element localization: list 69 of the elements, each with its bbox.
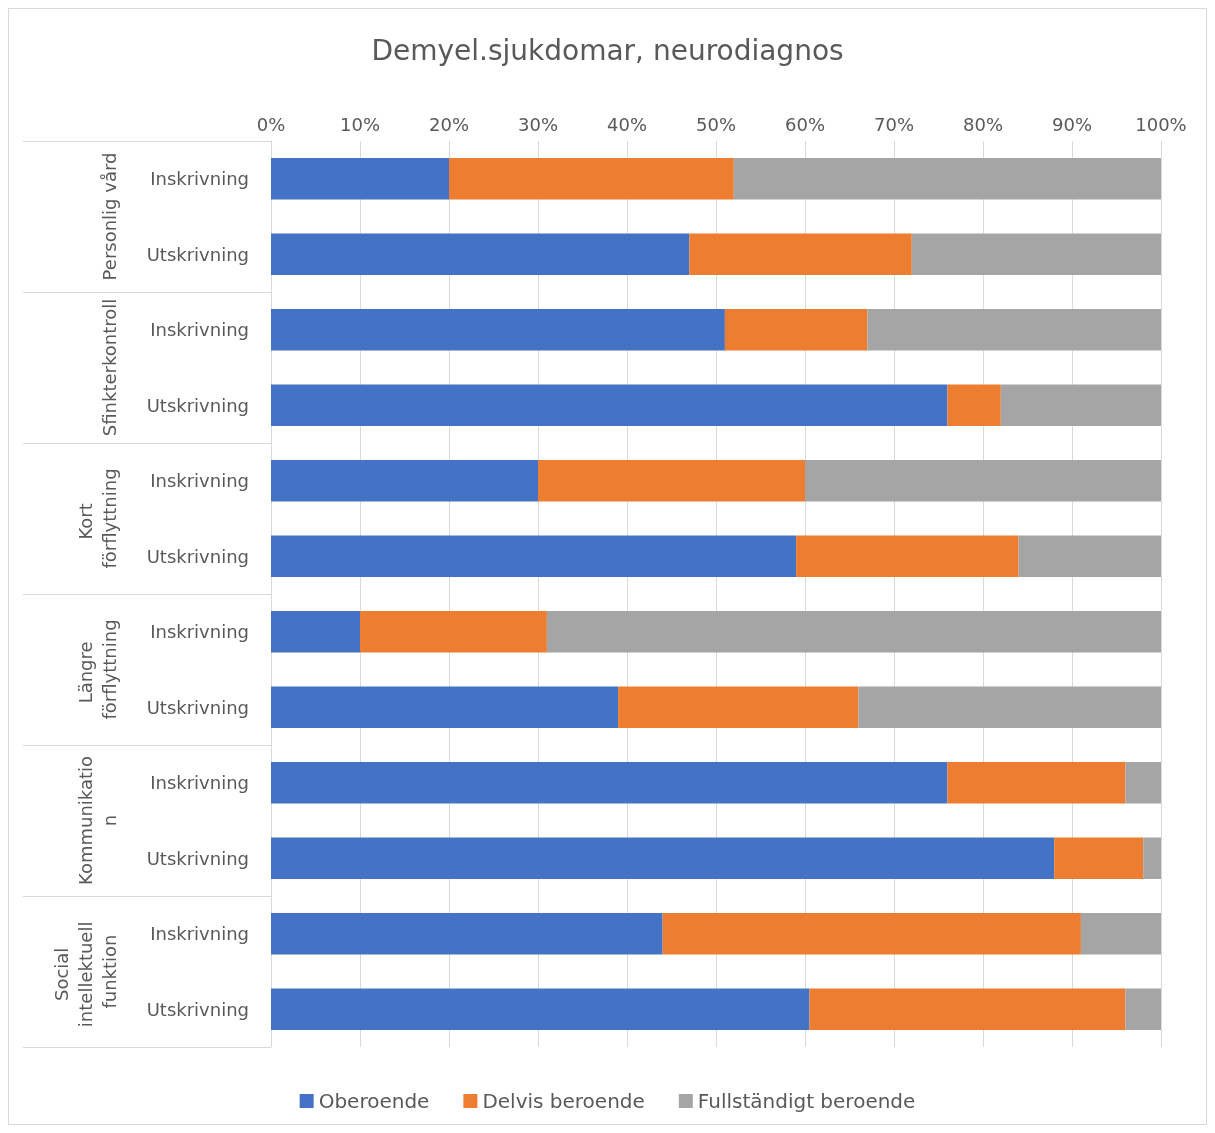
legend-label: Delvis beroende (482, 1089, 645, 1113)
text: Kort förflyttning (74, 468, 120, 569)
bar (271, 535, 797, 578)
x-tick-label: 30% (517, 113, 559, 135)
bar (947, 761, 1126, 804)
bar (271, 384, 948, 427)
y-tick-label: Utskrivning (146, 998, 249, 1020)
bar (271, 233, 690, 276)
bar (1000, 384, 1161, 427)
x-tick-label: 20% (428, 113, 470, 135)
bar (546, 610, 1161, 653)
bar (809, 988, 1126, 1031)
bar (1080, 912, 1161, 955)
x-tick-label: 100% (1135, 113, 1187, 135)
bar (271, 308, 725, 351)
text: Social intellektuell funktion (50, 915, 120, 1028)
y-tick-label: Inskrivning (150, 470, 249, 492)
bar (724, 308, 868, 351)
bar (689, 233, 912, 276)
bar (1125, 761, 1161, 804)
legend-label: Oberoende (318, 1089, 430, 1113)
bar (662, 912, 1081, 955)
y-tick-label: Inskrivning (150, 772, 249, 794)
text: Kommunikation (74, 755, 120, 886)
bar (271, 610, 360, 653)
y-tick-label: Inskrivning (150, 168, 249, 190)
bar (733, 157, 1161, 200)
bar (805, 459, 1161, 502)
text: Sfinkterkontroll (98, 298, 120, 437)
y-tick-label: Inskrivning (150, 319, 249, 341)
bar (911, 233, 1161, 276)
x-tick-label: 0% (256, 113, 286, 135)
bar (1125, 988, 1161, 1031)
y-tick-label: Utskrivning (146, 696, 249, 718)
y-tick-label: Utskrivning (146, 243, 249, 265)
bar (858, 686, 1161, 729)
bar (271, 988, 810, 1031)
text: Personlig vård (98, 152, 120, 281)
bar (271, 912, 663, 955)
bar (271, 686, 619, 729)
y-tick-label: Inskrivning (150, 621, 249, 643)
text: Längre förflyttning (74, 619, 120, 720)
y-tick-label: Utskrivning (146, 394, 249, 416)
x-tick-label: 50% (695, 113, 737, 135)
y-tick-label: Utskrivning (146, 847, 249, 869)
bar (1143, 837, 1161, 880)
bar (271, 837, 1055, 880)
bar (449, 157, 734, 200)
x-tick-label: 70% (873, 113, 915, 135)
bar (618, 686, 859, 729)
x-tick-label: 40% (606, 113, 648, 135)
x-tick-label: 10% (339, 113, 381, 135)
bar (1054, 837, 1144, 880)
bar (271, 459, 538, 502)
y-tick-label: Utskrivning (146, 545, 249, 567)
bar (271, 761, 948, 804)
bar (1018, 535, 1161, 578)
bar (867, 308, 1161, 351)
bar (360, 610, 547, 653)
legend-label: Fullständigt beroende (697, 1089, 916, 1113)
chart-title: Demyel.sjukdomar, neurodiagnos (371, 33, 844, 67)
bar (947, 384, 1001, 427)
y-tick-label: Inskrivning (150, 923, 249, 945)
x-tick-label: 60% (784, 113, 826, 135)
bar (271, 157, 449, 200)
bar (796, 535, 1019, 578)
x-tick-label: 90% (1051, 113, 1093, 135)
bar (538, 459, 805, 502)
x-tick-label: 80% (962, 113, 1004, 135)
